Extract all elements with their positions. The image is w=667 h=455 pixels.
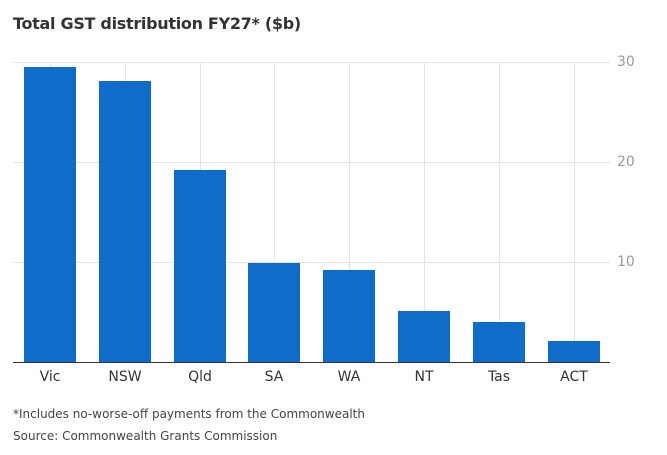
bar-nsw[interactable] [99,81,151,362]
gridline-30 [13,62,610,63]
x-label-qld: Qld [188,369,212,385]
y-tick-30: 30 [617,54,635,70]
bar-chart-plot: 30 20 10 Vic NSW Qld SA WA NT Tas ACT [13,54,635,385]
x-label-tas: Tas [487,369,511,385]
bar-sa[interactable] [248,263,300,362]
x-label-act: ACT [560,369,588,385]
x-label-sa: SA [264,369,284,385]
x-label-vic: Vic [39,369,61,385]
gridline-10 [13,262,610,263]
y-tick-20: 20 [617,154,635,170]
bar-wa[interactable] [323,270,375,362]
x-label-wa: WA [337,369,361,385]
bar-tas[interactable] [473,322,525,362]
x-label-nsw: NSW [108,369,142,385]
footnote: *Includes no-worse-off payments from the… [13,407,365,421]
bar-nt[interactable] [398,311,450,362]
source-note: Source: Commonwealth Grants Commission [13,429,278,443]
y-tick-10: 10 [617,254,635,270]
vertical-gridline [274,62,275,362]
bar-act[interactable] [548,341,600,362]
bar-qld[interactable] [174,170,226,362]
x-label-nt: NT [414,369,434,385]
gridline-20 [13,162,610,163]
x-axis-line [13,362,610,363]
vertical-gridline [574,62,575,362]
vertical-gridline [499,62,500,362]
bar-vic[interactable] [24,67,76,362]
chart-title: Total GST distribution FY27* ($b) [13,14,301,33]
vertical-gridline [349,62,350,362]
vertical-gridline [424,62,425,362]
